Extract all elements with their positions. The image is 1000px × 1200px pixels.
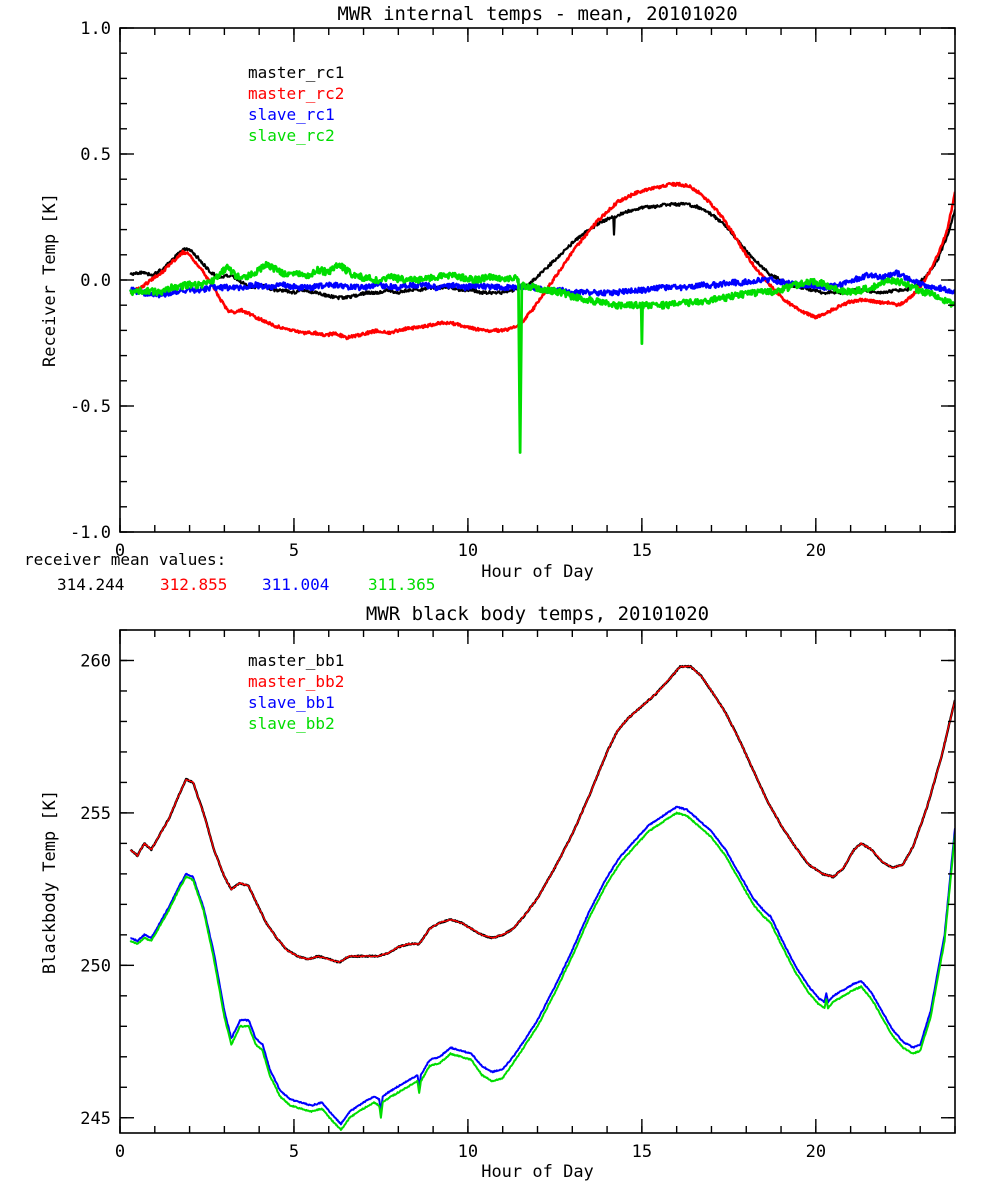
plot-frame [119, 629, 956, 1134]
y-tick-label: 1.0 [80, 19, 111, 39]
legend-item-slave-bb2: slave_bb2 [248, 714, 335, 733]
x-tick-label: 5 [289, 541, 299, 561]
x-tick-label: 0 [115, 541, 125, 561]
legend-receiver: master_rc1 master_rc2 slave_rc1 slave_rc… [248, 62, 344, 146]
receiver-mean-values-label: receiver mean values: [24, 550, 227, 569]
y-tick-label: 0.5 [80, 145, 111, 165]
legend-item-master-bb1: master_bb1 [248, 651, 345, 670]
series-line-master_bb2 [129, 665, 955, 964]
mean-value-slave-rc2: 311.365 [368, 575, 436, 594]
legend-blackbody: master_bb1 master_bb2 slave_bb1 slave_bb… [248, 650, 344, 734]
x-axis-label-receiver: Hour of Day [481, 562, 594, 582]
legend-item-master-bb2: master_bb2 [248, 672, 345, 691]
x-tick-label: 0 [115, 1142, 125, 1162]
y-tick-label: 0.0 [80, 271, 111, 291]
receiver-temps-plot-canvas: 0 5 10 15 20 1.0 0.5 0.0 -0.5 -1.0 [70, 19, 956, 561]
blackbody-temps-chart: 0 5 10 15 20 245 250 255 260 MWR black body temp… [0, 600, 1000, 1200]
series-lines [129, 664, 955, 1131]
y-tick-label: -0.5 [70, 397, 111, 417]
x-tick-label: 15 [632, 1142, 652, 1162]
x-tick-label: 20 [806, 1142, 826, 1162]
x-tick-label: 10 [458, 1142, 478, 1162]
legend-item-master-rc2: master_rc2 [248, 84, 345, 103]
x-tick-label: 5 [289, 1142, 299, 1162]
axes: 0 5 10 15 20 245 250 255 260 [80, 629, 956, 1162]
y-tick-label: 255 [80, 804, 111, 824]
y-tick-label: 245 [80, 1109, 111, 1129]
series-lines [129, 181, 955, 454]
series-line-master_rc1 [129, 201, 955, 301]
x-tick-label: 20 [806, 541, 826, 561]
series-line-master_rc2 [129, 181, 955, 341]
series-line-slave_bb2 [129, 811, 955, 1131]
series-line-slave_bb1 [130, 805, 955, 1126]
x-axis-label-blackbody: Hour of Day [481, 1162, 594, 1182]
mean-value-master-rc1: 314.244 [57, 575, 125, 594]
mean-value-master-rc2: 312.855 [160, 575, 228, 594]
y-axis-label-blackbody: Blackbody Temp [K] [40, 789, 60, 975]
legend-item-slave-rc2: slave_rc2 [248, 126, 335, 145]
axes: 0 5 10 15 20 1.0 0.5 0.0 -0.5 -1.0 [70, 19, 956, 561]
mean-value-slave-rc1: 311.004 [262, 575, 330, 594]
legend-item-master-rc1: master_rc1 [248, 63, 345, 82]
blackbody-temps-plot-canvas: 0 5 10 15 20 245 250 255 260 [80, 629, 956, 1162]
legend-item-slave-rc1: slave_rc1 [248, 105, 335, 124]
legend-item-slave-bb1: slave_bb1 [248, 693, 335, 712]
series-line-slave_rc2 [129, 260, 955, 454]
y-tick-label: -1.0 [70, 523, 111, 543]
chart-title-blackbody: MWR black body temps, 20101020 [365, 603, 710, 625]
receiver-temps-chart: 0 5 10 15 20 1.0 0.5 0.0 -0.5 -1.0 MWR internal t… [40, 3, 956, 582]
y-tick-label: 260 [80, 651, 111, 671]
chart-title-receiver: MWR internal temps - mean, 20101020 [337, 3, 738, 25]
y-tick-label: 250 [80, 956, 111, 976]
y-axis-label-receiver: Receiver Temp [K] [40, 193, 60, 367]
x-tick-label: 15 [632, 541, 652, 561]
x-tick-label: 10 [458, 541, 478, 561]
